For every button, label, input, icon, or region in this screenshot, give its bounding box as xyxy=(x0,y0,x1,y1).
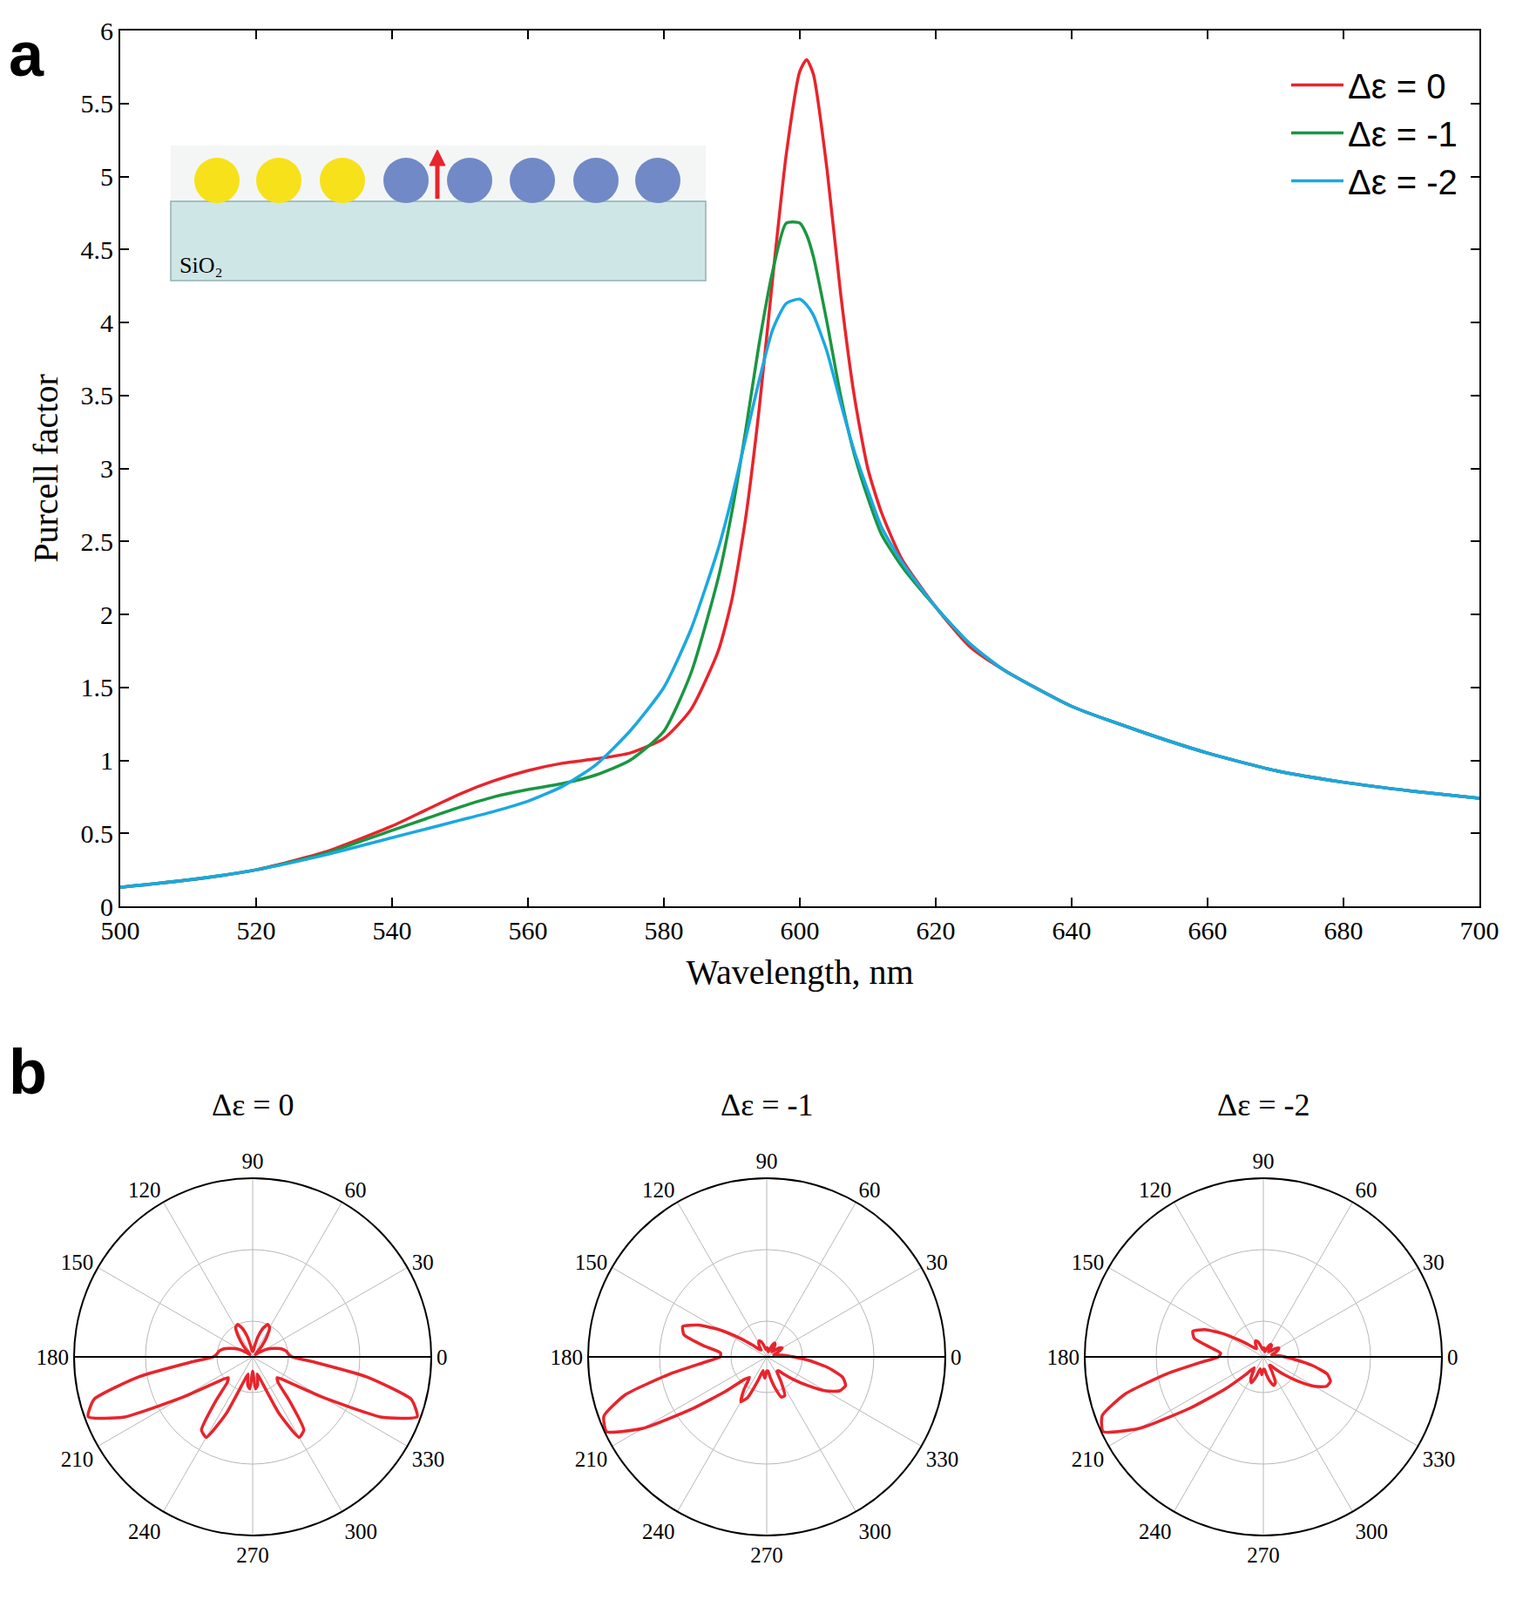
svg-text:Wavelength, nm: Wavelength, nm xyxy=(685,952,914,992)
svg-text:210: 210 xyxy=(60,1447,95,1471)
svg-text:500: 500 xyxy=(101,915,141,945)
svg-text:270: 270 xyxy=(1246,1543,1280,1567)
svg-text:300: 300 xyxy=(345,1519,379,1544)
svg-text:180: 180 xyxy=(550,1345,584,1369)
svg-text:Δε = -1: Δε = -1 xyxy=(720,1087,814,1123)
svg-text:120: 120 xyxy=(128,1177,162,1202)
svg-text:2.5: 2.5 xyxy=(81,527,115,556)
svg-text:0: 0 xyxy=(436,1345,448,1369)
svg-text:150: 150 xyxy=(1071,1250,1105,1274)
svg-text:300: 300 xyxy=(1355,1519,1389,1544)
svg-text:180: 180 xyxy=(1047,1345,1081,1369)
svg-text:4.5: 4.5 xyxy=(81,235,115,264)
svg-text:b: b xyxy=(8,1036,48,1107)
svg-text:330: 330 xyxy=(926,1447,960,1471)
svg-text:Δε = -1: Δε = -1 xyxy=(1347,115,1458,154)
svg-text:180: 180 xyxy=(36,1345,70,1369)
svg-text:4: 4 xyxy=(100,308,114,338)
svg-text:30: 30 xyxy=(1422,1250,1445,1274)
svg-text:Δε = 0: Δε = 0 xyxy=(1347,67,1446,106)
svg-text:150: 150 xyxy=(575,1250,609,1274)
svg-text:3: 3 xyxy=(100,453,114,483)
svg-text:700: 700 xyxy=(1460,915,1500,945)
svg-text:Δε = 0: Δε = 0 xyxy=(211,1087,295,1123)
svg-text:240: 240 xyxy=(642,1519,676,1544)
svg-text:90: 90 xyxy=(1252,1149,1275,1173)
svg-text:Purcell factor: Purcell factor xyxy=(26,373,66,563)
svg-text:270: 270 xyxy=(750,1543,784,1567)
svg-text:660: 660 xyxy=(1188,915,1228,945)
svg-text:30: 30 xyxy=(926,1250,948,1274)
svg-text:60: 60 xyxy=(345,1177,367,1202)
svg-text:3.5: 3.5 xyxy=(81,380,115,410)
svg-text:0: 0 xyxy=(1447,1345,1459,1369)
svg-text:5.5: 5.5 xyxy=(81,88,115,118)
svg-text:Δε = -2: Δε = -2 xyxy=(1217,1087,1311,1123)
svg-text:Δε = -2: Δε = -2 xyxy=(1347,162,1458,202)
svg-text:150: 150 xyxy=(60,1250,95,1274)
svg-text:60: 60 xyxy=(859,1177,881,1202)
svg-text:330: 330 xyxy=(412,1447,446,1471)
svg-text:560: 560 xyxy=(508,915,549,945)
svg-text:600: 600 xyxy=(780,915,820,945)
svg-text:0: 0 xyxy=(950,1345,962,1369)
svg-text:300: 300 xyxy=(859,1519,893,1544)
svg-text:SiO₂: SiO₂ xyxy=(179,252,224,278)
svg-text:240: 240 xyxy=(128,1519,162,1544)
svg-text:540: 540 xyxy=(372,915,413,945)
svg-text:90: 90 xyxy=(242,1149,264,1173)
svg-text:240: 240 xyxy=(1138,1519,1172,1544)
svg-text:60: 60 xyxy=(1355,1177,1378,1202)
svg-text:330: 330 xyxy=(1422,1447,1456,1471)
svg-text:520: 520 xyxy=(236,915,277,945)
svg-text:5: 5 xyxy=(100,162,114,191)
svg-text:680: 680 xyxy=(1324,915,1364,945)
svg-text:620: 620 xyxy=(916,915,956,945)
svg-text:120: 120 xyxy=(1138,1177,1172,1202)
svg-text:2: 2 xyxy=(100,600,114,630)
svg-text:1: 1 xyxy=(100,745,114,775)
svg-text:270: 270 xyxy=(236,1543,270,1567)
svg-text:6: 6 xyxy=(100,16,114,46)
svg-text:120: 120 xyxy=(642,1177,676,1202)
svg-text:30: 30 xyxy=(412,1250,434,1274)
svg-text:580: 580 xyxy=(644,915,684,945)
svg-text:a: a xyxy=(8,19,45,89)
svg-text:210: 210 xyxy=(1071,1447,1105,1471)
svg-text:0.5: 0.5 xyxy=(81,818,115,848)
svg-text:210: 210 xyxy=(575,1447,609,1471)
svg-text:1.5: 1.5 xyxy=(81,672,115,702)
svg-text:640: 640 xyxy=(1052,915,1092,945)
svg-text:90: 90 xyxy=(756,1149,779,1173)
svg-text:0: 0 xyxy=(100,892,114,921)
